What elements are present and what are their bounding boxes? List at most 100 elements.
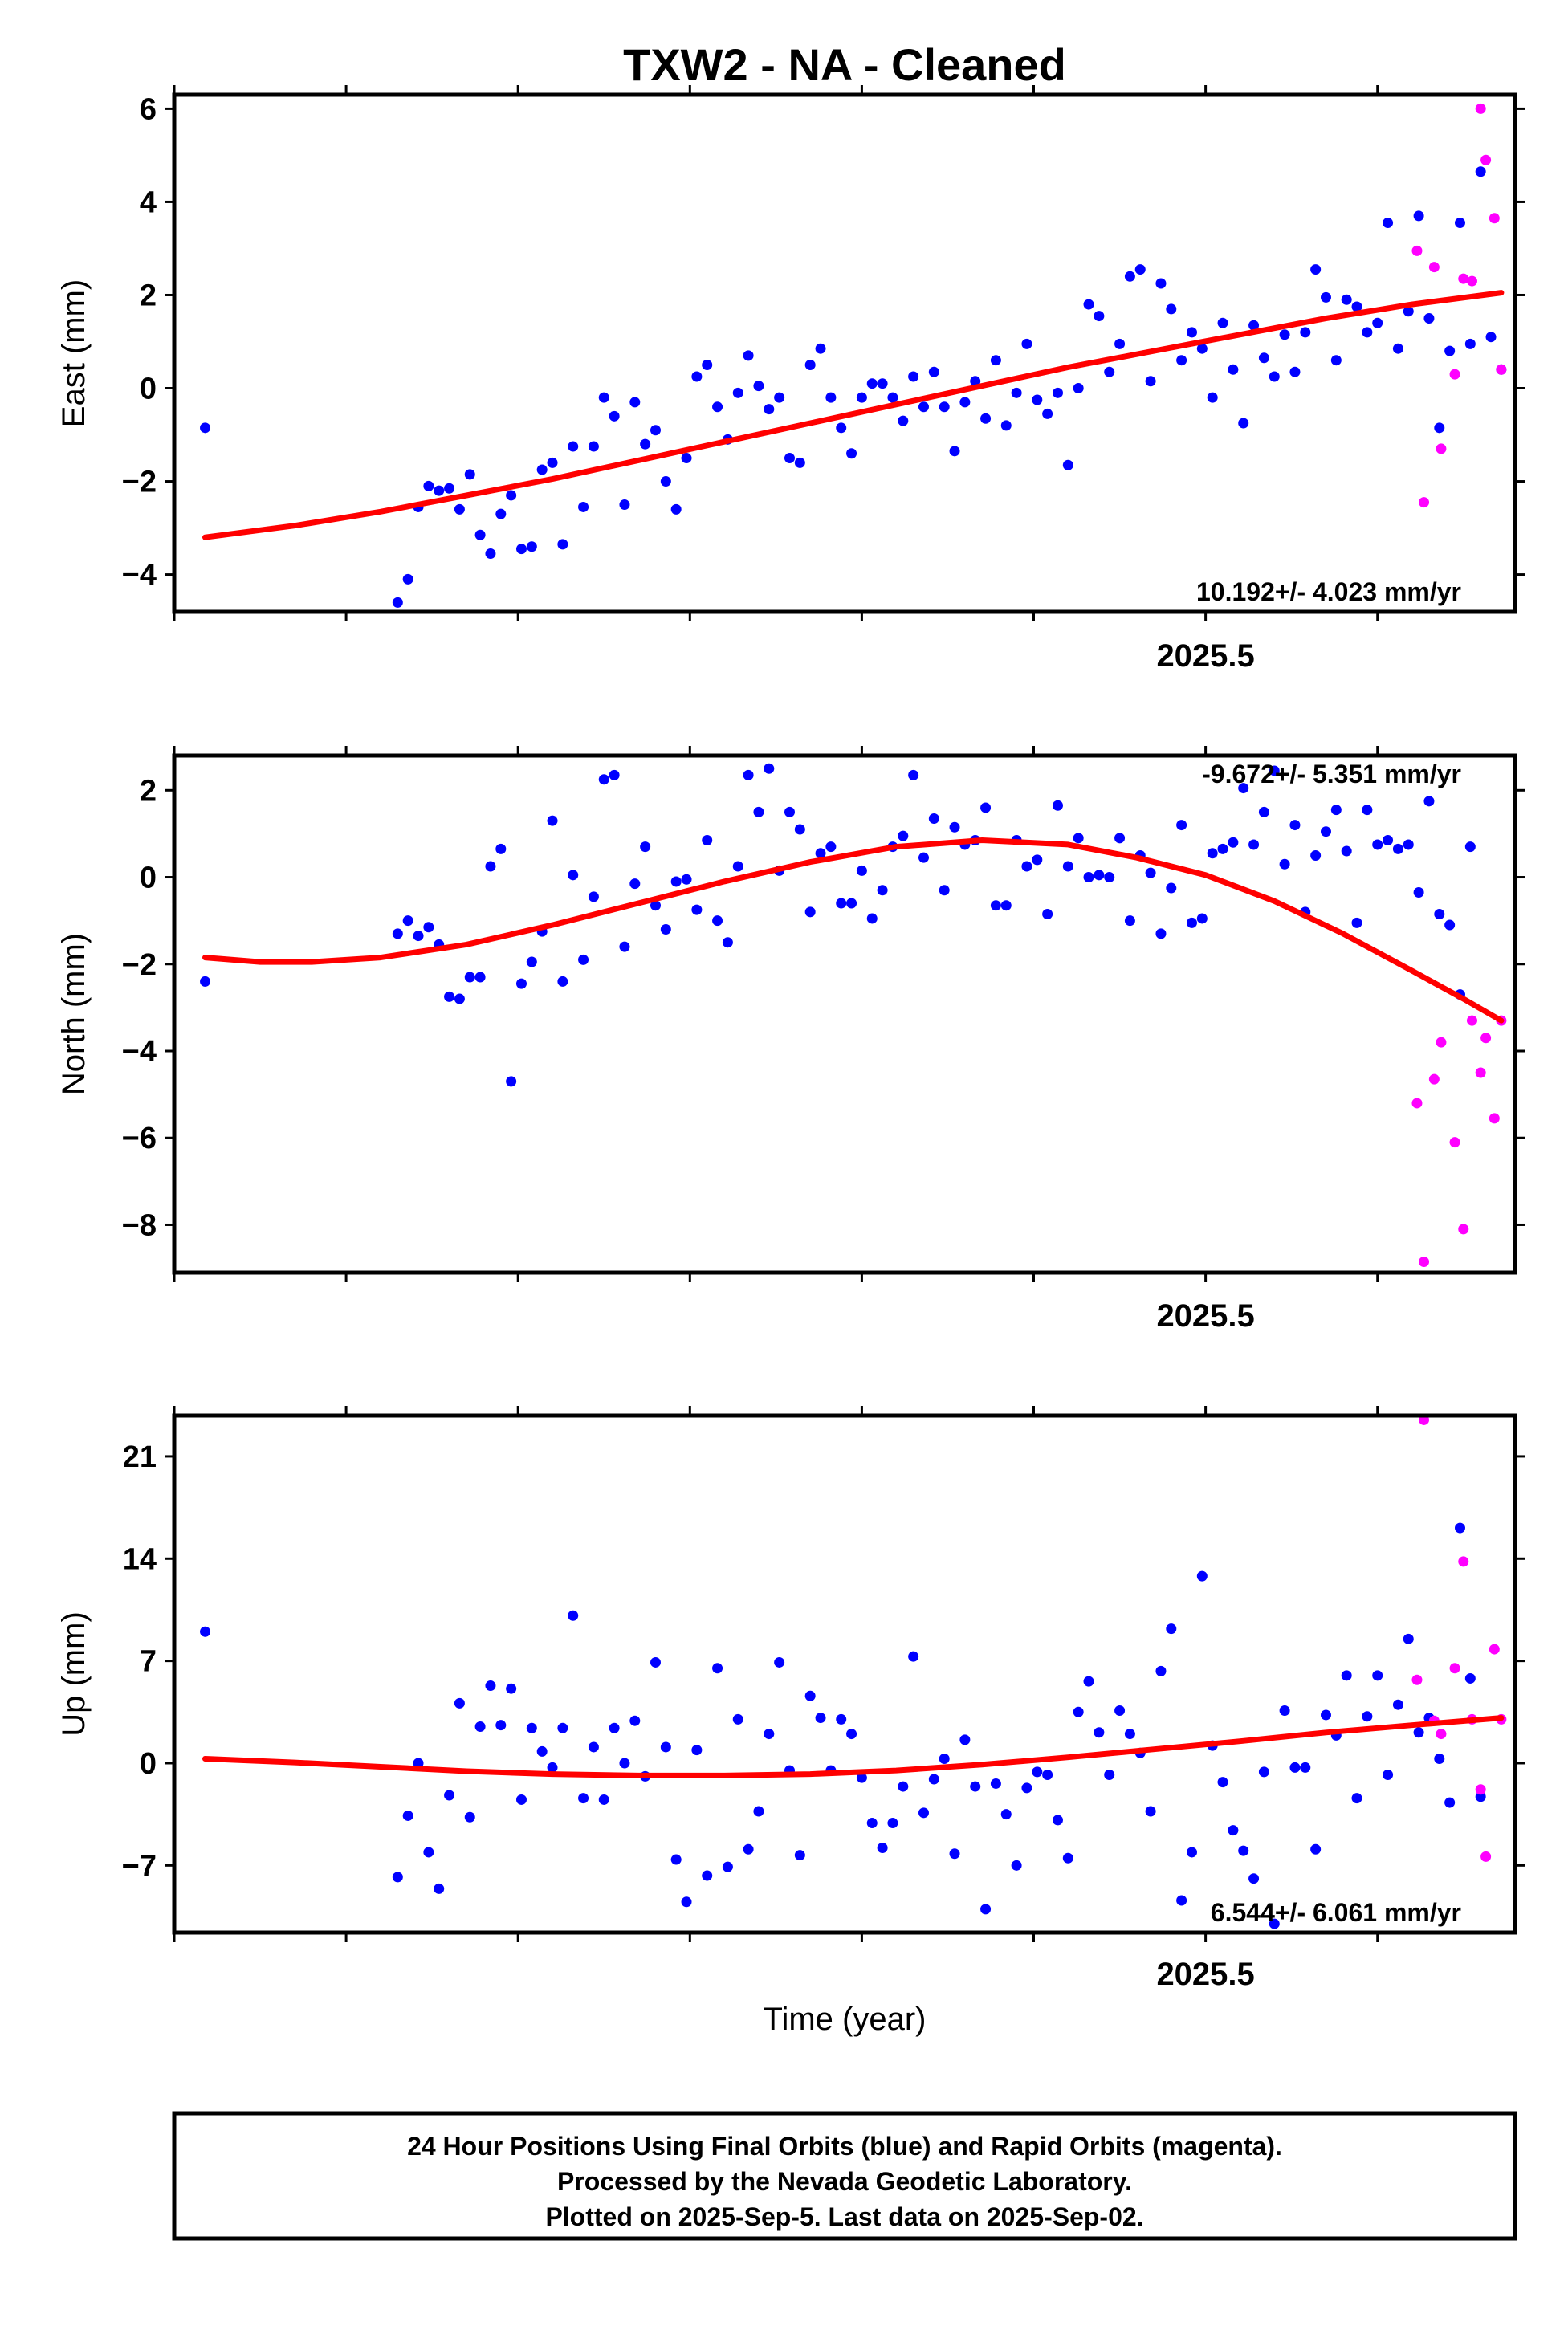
- up-rapid-point-8: [1480, 1851, 1492, 1862]
- east-final-point-71: [1114, 338, 1126, 349]
- up-final-point-38: [774, 1656, 785, 1668]
- east-final-point-2: [402, 573, 413, 585]
- north-final-point-98: [1392, 843, 1403, 854]
- east-final-point-11: [495, 508, 507, 519]
- east-ytick-label-5: 6: [140, 92, 157, 126]
- up-final-point-77: [1176, 1895, 1187, 1906]
- east-trend-line: [202, 290, 1505, 540]
- north-final-point-40: [794, 824, 805, 835]
- north-final-point-46: [856, 865, 867, 876]
- footer-frame: [172, 2111, 1517, 2241]
- east-final-point-68: [1083, 299, 1094, 310]
- up-frame: [172, 1413, 1517, 1935]
- up-final-point-48: [877, 1842, 888, 1853]
- up-final-point-74: [1145, 1806, 1156, 1817]
- up-final-point-22: [609, 1722, 620, 1733]
- east-final-point-31: [702, 360, 713, 371]
- north-final-point-63: [1032, 854, 1043, 866]
- up-final-point-4: [423, 1847, 434, 1858]
- north-final-point-78: [1186, 917, 1197, 928]
- north-final-point-60: [1000, 900, 1012, 911]
- east-final-point-10: [485, 548, 496, 559]
- north-final-point-71: [1114, 833, 1126, 844]
- up-xtick-label: 2025.5: [1156, 1957, 1254, 1992]
- north-final-point-23: [619, 941, 630, 952]
- north-final-point-50: [898, 830, 909, 841]
- north-final-point-32: [712, 915, 723, 927]
- east-final-point-54: [939, 401, 950, 413]
- up-final-point-31: [702, 1870, 713, 1881]
- up-final-point-61: [1011, 1860, 1022, 1871]
- north-final-point-28: [670, 876, 682, 887]
- north-final-point-91: [1320, 826, 1331, 837]
- up-final-point-13: [515, 1794, 527, 1805]
- east-final-point-79: [1196, 343, 1208, 354]
- north-final-point-79: [1196, 913, 1208, 924]
- north-final-point-75: [1155, 928, 1167, 939]
- east-final-point-81: [1217, 317, 1228, 328]
- up-final-point-56: [959, 1734, 971, 1745]
- footer-line-3: Plotted on 2025-Sep-5. Last data on 2025…: [545, 2202, 1143, 2231]
- up-final-point-30: [691, 1745, 703, 1756]
- up-rapid-point-3: [1436, 1729, 1447, 1740]
- east-final-point-32: [712, 401, 723, 413]
- up-final-point-20: [588, 1741, 599, 1753]
- up-final-point-51: [908, 1651, 919, 1662]
- up-final-point-47: [866, 1818, 878, 1829]
- up-final-point-9: [474, 1721, 486, 1732]
- east-final-point-36: [753, 381, 764, 392]
- up-rapid-point-5: [1458, 1556, 1469, 1567]
- up-final-point-58: [980, 1904, 992, 1915]
- up-final-point-87: [1279, 1705, 1290, 1716]
- north-ytick-label-0: −8: [122, 1208, 157, 1242]
- east-final-late-point-3: [1454, 218, 1465, 229]
- north-final-point-54: [939, 885, 950, 896]
- east-rapid-point-4: [1449, 369, 1460, 380]
- panel-up: −7 0 7 14 21 2025.5 Up (mm) 6.544+/- 6.061 mm/y…: [56, 1406, 1525, 1992]
- north-final-point-86: [1269, 765, 1280, 776]
- east-final-point-4: [423, 480, 434, 491]
- east-rapid-point-3: [1436, 443, 1447, 454]
- up-final-point-67: [1073, 1706, 1084, 1717]
- north-final-point-48: [877, 885, 888, 896]
- up-final-point-35: [743, 1843, 754, 1855]
- north-final-point-11: [495, 843, 507, 854]
- north-final-point-67: [1073, 833, 1084, 844]
- up-final-point-12: [506, 1683, 517, 1694]
- east-final-point-49: [887, 392, 898, 403]
- up-rapid-point-4: [1449, 1663, 1460, 1674]
- north-final-point-6: [444, 991, 455, 1002]
- north-trend-line: [202, 837, 1505, 1024]
- footer-box: 24 Hour Positions Using Final Orbits (bl…: [172, 2111, 1517, 2241]
- north-rate-label: -9.672+/- 5.351 mm/yr: [1202, 760, 1461, 788]
- north-final-late-point-0: [1423, 796, 1435, 807]
- up-final-point-10: [485, 1680, 496, 1692]
- up-rapid-point-1: [1419, 1416, 1430, 1425]
- north-final-point-88: [1289, 820, 1301, 831]
- east-rapid-point-1: [1419, 497, 1430, 508]
- east-final-point-58: [980, 413, 992, 424]
- up-rapid-point-9: [1489, 1644, 1500, 1655]
- north-final-point-58: [980, 802, 992, 813]
- north-final-point-29: [681, 874, 692, 885]
- north-final-point-80: [1207, 848, 1218, 859]
- east-final-point-30: [691, 371, 703, 382]
- north-rapid-point-5: [1458, 1224, 1469, 1235]
- east-final-point-34: [732, 387, 743, 398]
- up-final-point-53: [928, 1774, 939, 1785]
- up-final-point-40: [794, 1850, 805, 1861]
- up-final-point-59: [990, 1778, 1001, 1789]
- up-final-point-90: [1310, 1843, 1322, 1855]
- north-final-point-92: [1330, 805, 1342, 816]
- east-final-point-25: [640, 438, 651, 450]
- north-final-point-20: [588, 891, 599, 902]
- north-final-point-100: [1413, 886, 1424, 898]
- east-final-point-97: [1383, 218, 1394, 229]
- up-final-point-82: [1228, 1825, 1239, 1836]
- up-final-point-19: [578, 1793, 589, 1804]
- north-final-point-83: [1238, 783, 1249, 794]
- up-final-late-point-5: [1475, 1791, 1486, 1802]
- north-final-late-point-1: [1434, 909, 1445, 920]
- east-final-point-23: [619, 499, 630, 511]
